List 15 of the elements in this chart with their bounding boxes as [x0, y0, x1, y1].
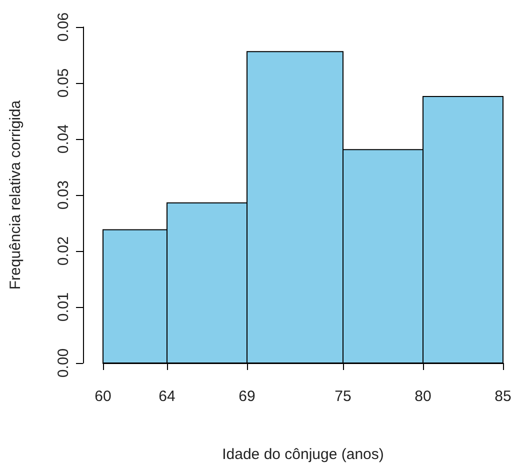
x-tick-label: 60 — [94, 388, 112, 405]
y-tick-label: 0.00 — [55, 348, 72, 378]
y-tick-label: 0.06 — [55, 12, 72, 42]
x-tick-label: 85 — [494, 388, 512, 405]
y-axis-title: Frequência relativa corrigida — [7, 100, 24, 290]
x-tick-label: 80 — [414, 388, 432, 405]
x-tick-label: 69 — [238, 388, 256, 405]
y-tick-label: 0.03 — [55, 180, 72, 210]
x-axis-title: Idade do cônjuge (anos) — [222, 446, 384, 463]
y-tick-label: 0.02 — [55, 236, 72, 266]
y-tick-label: 0.01 — [55, 292, 72, 322]
x-tick-label: 64 — [158, 388, 176, 405]
x-tick-label: 75 — [334, 388, 352, 405]
y-tick-label: 0.04 — [55, 124, 72, 154]
y-tick-label: 0.05 — [55, 68, 72, 98]
